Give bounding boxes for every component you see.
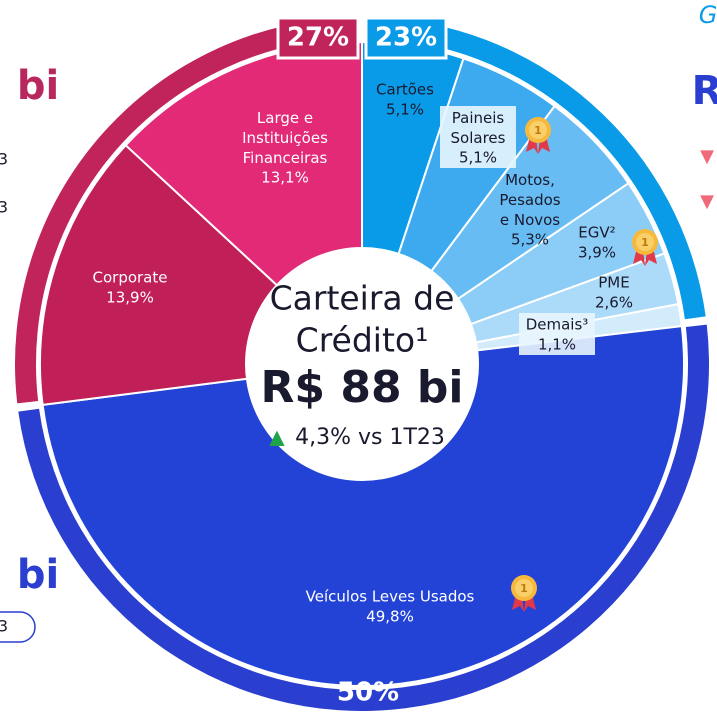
ring-label: 27% — [287, 23, 349, 53]
slice-label: Demais³ — [526, 316, 589, 334]
ring-label-box — [276, 16, 360, 60]
center-disc — [245, 247, 479, 481]
side-fragment: R — [692, 68, 717, 114]
ring-label: 23% — [375, 23, 437, 53]
svg-text:1: 1 — [534, 124, 542, 137]
ring-segment — [365, 17, 706, 320]
side-fragment: 3 — [0, 150, 8, 169]
slice-value: 5,1% — [459, 149, 497, 167]
slice-label: Corporate — [93, 269, 168, 287]
side-fragment: 3 — [0, 617, 8, 636]
side-fragment: G — [699, 1, 717, 29]
slice-value: 13,1% — [261, 169, 309, 187]
ring-label: 50% — [337, 678, 399, 708]
svg-text:1: 1 — [520, 582, 528, 595]
up-arrow: ▲ — [269, 425, 285, 449]
svg-text:1: 1 — [641, 236, 649, 249]
medal: 1 — [511, 575, 537, 612]
slice-value: 13,9% — [106, 289, 154, 307]
center-change: 4,3% vs 1T23 — [295, 425, 445, 450]
ring-label-box — [364, 16, 448, 60]
slice-value: 1,1% — [538, 336, 576, 354]
label-box — [519, 313, 595, 355]
slice-label: Large e Instituições Financeiras — [242, 109, 328, 167]
slice-label: Paineis Solares — [451, 109, 506, 147]
pill — [0, 611, 36, 643]
slice-label: Cartões — [376, 81, 434, 99]
label-box — [440, 106, 516, 168]
slice-value: 5,1% — [386, 101, 424, 119]
side-fragment: bi — [17, 63, 59, 109]
slice-value: 2,6% — [595, 294, 633, 312]
down-arrow: ▼ — [700, 146, 714, 167]
slice-value: 5,3% — [511, 231, 549, 249]
center-line: Crédito¹ — [296, 321, 429, 360]
slice-label: EGV² — [578, 224, 615, 242]
medal: 1 — [525, 117, 551, 154]
medal: 1 — [632, 229, 658, 266]
slice-value: 49,8% — [366, 608, 414, 626]
down-arrow: ▼ — [700, 191, 714, 212]
slice-label: Motos, Pesados e Novos — [499, 171, 560, 229]
slice-label: Veículos Leves Usados — [306, 588, 475, 606]
slice-value: 3,9% — [578, 244, 616, 262]
side-fragment: 3 — [0, 198, 8, 217]
center-line: Carteira de — [270, 279, 455, 318]
center-total: R$ 88 bi — [261, 362, 464, 413]
slice-label: PME — [598, 274, 629, 292]
side-fragment: bi — [17, 552, 59, 598]
